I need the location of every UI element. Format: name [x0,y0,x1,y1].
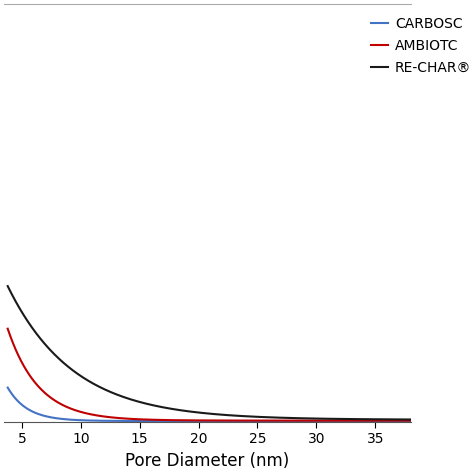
X-axis label: Pore Diameter (nm): Pore Diameter (nm) [125,452,290,470]
Legend: CARBOSC, AMBIOTC, RE-CHAR®: CARBOSC, AMBIOTC, RE-CHAR® [366,11,474,81]
